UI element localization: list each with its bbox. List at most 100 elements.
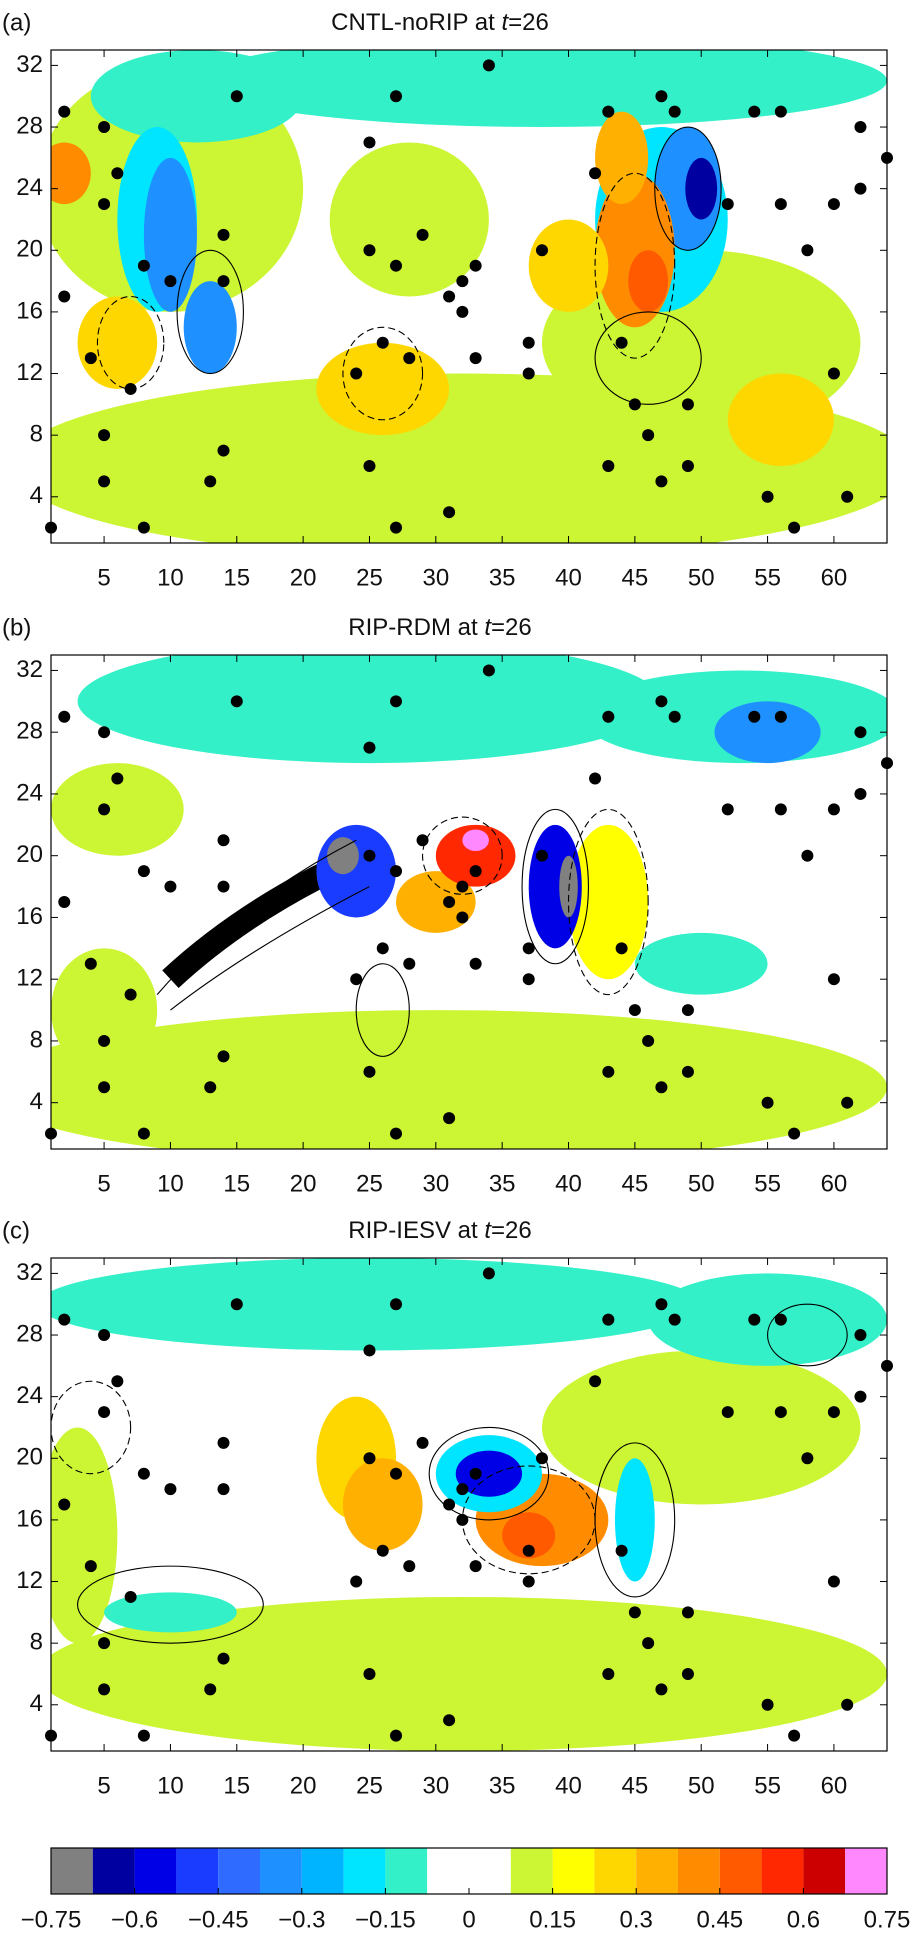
station-dot <box>655 475 668 488</box>
station-dot <box>98 1329 111 1342</box>
station-dot <box>522 942 535 955</box>
y-tick-label: 24 <box>16 174 43 201</box>
station-dot <box>390 1467 403 1480</box>
colorbar-box <box>92 1848 135 1894</box>
x-tick-label: 40 <box>555 564 582 591</box>
station-dot <box>589 167 602 180</box>
station-dot <box>217 228 230 241</box>
station-dot <box>376 1544 389 1557</box>
station-dot <box>628 398 641 411</box>
x-tick-label: 35 <box>489 564 516 591</box>
station-dot <box>137 521 150 534</box>
station-dot <box>217 275 230 288</box>
x-tick-label: 55 <box>754 1772 781 1799</box>
station-dot <box>615 1544 628 1557</box>
station-dot <box>522 1575 535 1588</box>
colorbar-box <box>552 1848 595 1894</box>
station-dot <box>137 1467 150 1480</box>
station-dot <box>827 973 840 986</box>
station-dot <box>111 167 124 180</box>
chart-title: RIP-IESV at t=26 <box>348 1217 531 1244</box>
station-dot <box>628 1606 641 1619</box>
station-dot <box>535 1452 548 1465</box>
colorbar-box <box>719 1848 762 1894</box>
station-dot <box>615 942 628 955</box>
y-tick-label: 24 <box>16 1382 43 1409</box>
station-dot <box>602 459 615 472</box>
station-dot <box>801 1452 814 1465</box>
station-dot <box>84 1560 97 1573</box>
station-dot <box>58 896 71 908</box>
station-dot <box>721 198 734 211</box>
title-suffix: =26 <box>508 9 549 36</box>
station-dot <box>217 1436 230 1449</box>
x-tick-label: 20 <box>290 1772 317 1799</box>
x-tick-label: 30 <box>422 1170 449 1197</box>
station-dot <box>137 1127 150 1140</box>
station-dot <box>456 275 469 288</box>
station-dot <box>98 803 111 816</box>
x-tick-label: 45 <box>622 1772 649 1799</box>
station-dot <box>217 834 230 847</box>
colorbar-box <box>260 1848 302 1894</box>
station-dot <box>788 1729 801 1742</box>
station-dot <box>522 336 535 349</box>
station-dot <box>443 1112 456 1125</box>
station-dot <box>788 521 801 534</box>
chart-title: CNTL-noRIP at t=26 <box>331 9 549 36</box>
title-variable: t <box>484 1217 492 1244</box>
station-dot <box>217 1050 230 1063</box>
colorbar-tick-label: 0.3 <box>620 1906 653 1933</box>
x-tick-label: 10 <box>157 1772 184 1799</box>
x-tick-label: 60 <box>821 1170 848 1197</box>
station-dot <box>774 710 787 723</box>
y-tick-label: 28 <box>16 1320 43 1347</box>
station-dot <box>98 1637 111 1650</box>
station-dot <box>668 710 681 723</box>
station-dot <box>681 1606 694 1619</box>
station-dot <box>841 1096 854 1109</box>
station-dot <box>403 957 416 970</box>
station-dot <box>774 803 787 816</box>
station-dot <box>841 490 854 503</box>
station-dot <box>642 1034 655 1047</box>
y-tick-label: 8 <box>30 1629 43 1656</box>
station-dot <box>748 105 761 118</box>
station-dot <box>482 59 495 72</box>
station-dot <box>854 121 867 134</box>
station-dot <box>774 1406 787 1419</box>
x-tick-label: 30 <box>422 564 449 591</box>
x-tick-label: 30 <box>422 1772 449 1799</box>
station-dot <box>230 695 243 708</box>
station-dot <box>98 726 111 739</box>
station-dot <box>774 198 787 211</box>
x-tick-label: 25 <box>356 564 383 591</box>
station-dot <box>164 275 177 288</box>
station-dot <box>721 803 734 816</box>
station-dot <box>98 1406 111 1419</box>
x-tick-label: 60 <box>821 1772 848 1799</box>
title-text: RIP-RDM at <box>348 614 484 641</box>
station-dot <box>827 1575 840 1588</box>
x-tick-label: 15 <box>223 1170 250 1197</box>
station-dot <box>788 1127 801 1140</box>
station-dot <box>602 105 615 118</box>
y-tick-label: 32 <box>16 656 43 683</box>
station-dot <box>535 849 548 862</box>
station-dot <box>363 741 376 754</box>
station-dot <box>390 865 403 878</box>
colorbar-box <box>678 1848 720 1894</box>
x-tick-label: 5 <box>97 1170 110 1197</box>
x-tick-label: 20 <box>290 564 317 591</box>
y-tick-label: 12 <box>16 965 43 992</box>
title-text: CNTL-noRIP at <box>331 9 501 36</box>
station-dot <box>854 1329 867 1342</box>
x-tick-label: 55 <box>754 1170 781 1197</box>
station-dot <box>204 1683 217 1696</box>
y-tick-label: 4 <box>30 1690 43 1717</box>
station-dot <box>84 957 97 970</box>
station-dot <box>416 1436 429 1449</box>
station-dot <box>668 105 681 118</box>
x-tick-label: 50 <box>688 1772 715 1799</box>
colorbar-tick-label: −0.15 <box>355 1906 416 1933</box>
